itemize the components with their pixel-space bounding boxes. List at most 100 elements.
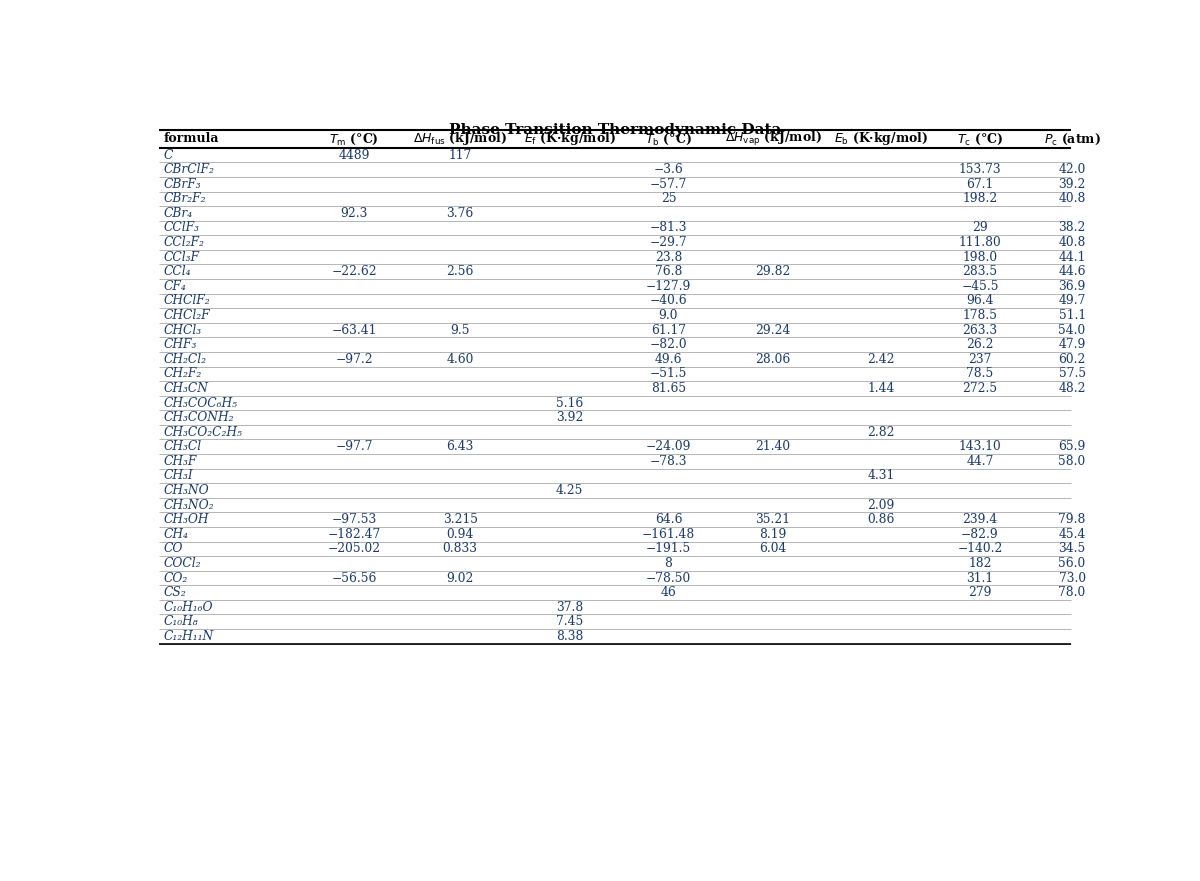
Text: 28.06: 28.06 <box>756 352 791 366</box>
Text: 44.1: 44.1 <box>1058 251 1086 263</box>
Text: 9.0: 9.0 <box>659 309 678 322</box>
Text: −56.56: −56.56 <box>331 572 377 584</box>
Text: CH₃COC₆H₅: CH₃COC₆H₅ <box>164 396 238 410</box>
Text: CHClF₂: CHClF₂ <box>164 294 210 307</box>
Text: −3.6: −3.6 <box>654 163 683 176</box>
Text: 153.73: 153.73 <box>959 163 1001 176</box>
Text: 57.5: 57.5 <box>1058 367 1086 381</box>
Text: CHCl₃: CHCl₃ <box>164 323 202 337</box>
Text: CS₂: CS₂ <box>164 586 186 599</box>
Text: $E_{\rm f}$ (K·kg/mol): $E_{\rm f}$ (K·kg/mol) <box>523 130 616 147</box>
Text: 96.4: 96.4 <box>966 294 994 307</box>
Text: CH₃CN: CH₃CN <box>164 382 209 395</box>
Text: 40.8: 40.8 <box>1058 236 1086 249</box>
Text: 61.17: 61.17 <box>650 323 686 337</box>
Text: 178.5: 178.5 <box>962 309 997 322</box>
Text: 9.5: 9.5 <box>450 323 470 337</box>
Text: 25: 25 <box>661 192 677 205</box>
Text: CH₃NO: CH₃NO <box>164 484 210 497</box>
Text: 44.6: 44.6 <box>1058 265 1086 278</box>
Text: 0.833: 0.833 <box>443 543 478 555</box>
Text: 283.5: 283.5 <box>962 265 997 278</box>
Text: 4.60: 4.60 <box>446 352 474 366</box>
Text: 0.86: 0.86 <box>868 514 895 526</box>
Text: −78.3: −78.3 <box>649 455 688 468</box>
Text: 6.43: 6.43 <box>446 440 474 453</box>
Text: 67.1: 67.1 <box>966 178 994 191</box>
Text: CH₃F: CH₃F <box>164 455 197 468</box>
Text: C: C <box>164 149 173 161</box>
Text: CBrClF₂: CBrClF₂ <box>164 163 215 176</box>
Text: $\mathit{T}_{\rm b}$ (°C): $\mathit{T}_{\rm b}$ (°C) <box>646 131 692 146</box>
Text: 49.6: 49.6 <box>655 352 683 366</box>
Text: −191.5: −191.5 <box>646 543 691 555</box>
Text: 111.80: 111.80 <box>959 236 1001 249</box>
Text: 6.04: 6.04 <box>760 543 787 555</box>
Text: 9.02: 9.02 <box>446 572 474 584</box>
Text: 21.40: 21.40 <box>756 440 791 453</box>
Text: C₁₀H₁₆O: C₁₀H₁₆O <box>164 601 214 614</box>
Text: −63.41: −63.41 <box>331 323 377 337</box>
Text: 0.94: 0.94 <box>446 528 474 541</box>
Text: −78.50: −78.50 <box>646 572 691 584</box>
Text: −82.0: −82.0 <box>649 338 688 352</box>
Text: CCl₄: CCl₄ <box>164 265 192 278</box>
Text: 38.2: 38.2 <box>1058 221 1086 234</box>
Text: 49.7: 49.7 <box>1058 294 1086 307</box>
Text: $E_{\rm b}$ (K·kg/mol): $E_{\rm b}$ (K·kg/mol) <box>834 130 928 147</box>
Text: 3.76: 3.76 <box>446 207 474 220</box>
Text: 79.8: 79.8 <box>1058 514 1086 526</box>
Text: 73.0: 73.0 <box>1058 572 1086 584</box>
Text: CHF₃: CHF₃ <box>164 338 197 352</box>
Text: 272.5: 272.5 <box>962 382 997 395</box>
Text: −127.9: −127.9 <box>646 280 691 292</box>
Text: 42.0: 42.0 <box>1058 163 1086 176</box>
Text: CF₄: CF₄ <box>164 280 187 292</box>
Text: 36.9: 36.9 <box>1058 280 1086 292</box>
Text: CCl₂F₂: CCl₂F₂ <box>164 236 205 249</box>
Text: CH₃CO₂C₂H₅: CH₃CO₂C₂H₅ <box>164 426 242 439</box>
Text: 198.0: 198.0 <box>962 251 997 263</box>
Text: CO: CO <box>164 543 184 555</box>
Text: 64.6: 64.6 <box>655 514 683 526</box>
Text: CBr₂F₂: CBr₂F₂ <box>164 192 206 205</box>
Text: 44.7: 44.7 <box>966 455 994 468</box>
Text: 81.65: 81.65 <box>650 382 686 395</box>
Text: 3.215: 3.215 <box>443 514 478 526</box>
Text: CH₂F₂: CH₂F₂ <box>164 367 202 381</box>
Text: −205.02: −205.02 <box>328 543 380 555</box>
Text: C₁₀H₈: C₁₀H₈ <box>164 615 198 628</box>
Text: 78.5: 78.5 <box>966 367 994 381</box>
Text: 117: 117 <box>449 149 472 161</box>
Text: −57.7: −57.7 <box>649 178 688 191</box>
Text: 2.82: 2.82 <box>868 426 895 439</box>
Text: 39.2: 39.2 <box>1058 178 1086 191</box>
Text: −82.9: −82.9 <box>961 528 998 541</box>
Text: 2.42: 2.42 <box>868 352 895 366</box>
Text: CClF₃: CClF₃ <box>164 221 200 234</box>
Text: 29.24: 29.24 <box>756 323 791 337</box>
Text: 3.92: 3.92 <box>556 411 583 424</box>
Text: $\mathit{P}_{\rm c}$ (atm): $\mathit{P}_{\rm c}$ (atm) <box>1044 131 1100 146</box>
Text: 47.9: 47.9 <box>1058 338 1086 352</box>
Text: 51.1: 51.1 <box>1058 309 1086 322</box>
Text: 65.9: 65.9 <box>1058 440 1086 453</box>
Text: 78.0: 78.0 <box>1058 586 1086 599</box>
Text: 198.2: 198.2 <box>962 192 997 205</box>
Text: 7.45: 7.45 <box>556 615 583 628</box>
Text: −29.7: −29.7 <box>649 236 688 249</box>
Text: 237: 237 <box>968 352 991 366</box>
Text: 60.2: 60.2 <box>1058 352 1086 366</box>
Text: CCl₃F: CCl₃F <box>164 251 200 263</box>
Text: $\mathit{T}_{\rm m}$ (°C): $\mathit{T}_{\rm m}$ (°C) <box>329 131 379 146</box>
Text: 40.8: 40.8 <box>1058 192 1086 205</box>
Text: 56.0: 56.0 <box>1058 557 1086 570</box>
Text: 2.56: 2.56 <box>446 265 474 278</box>
Text: 2.09: 2.09 <box>868 499 895 512</box>
Text: 58.0: 58.0 <box>1058 455 1086 468</box>
Text: −182.47: −182.47 <box>328 528 380 541</box>
Text: 37.8: 37.8 <box>556 601 583 614</box>
Text: 143.10: 143.10 <box>959 440 1001 453</box>
Text: CH₂Cl₂: CH₂Cl₂ <box>164 352 206 366</box>
Text: 26.2: 26.2 <box>966 338 994 352</box>
